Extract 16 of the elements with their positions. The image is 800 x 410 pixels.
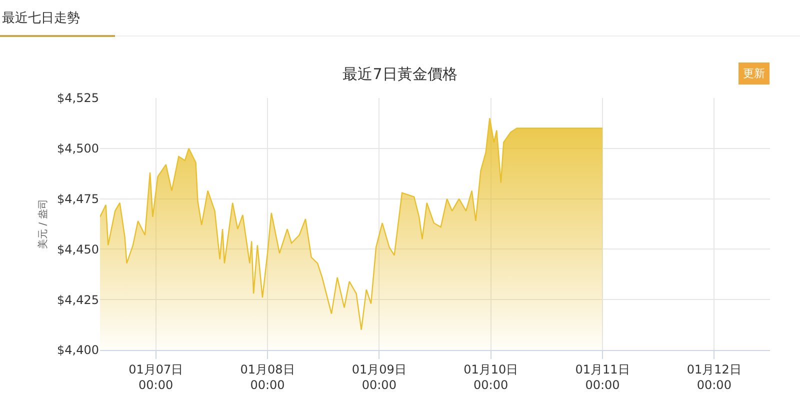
y-axis-title: 美元 / 盎司: [37, 199, 49, 249]
chart-title: 最近7日黃金價格: [342, 65, 458, 84]
x-tick-label: 01月07日 00:00: [128, 362, 184, 392]
y-tick-label: $4,475: [57, 192, 99, 206]
x-tick-label: 01月10日 00:00: [464, 362, 518, 392]
y-tick-label: $4,500: [57, 142, 99, 156]
y-tick-label: $4,450: [57, 242, 99, 256]
y-tick-label: $4,425: [57, 292, 99, 307]
x-tick-label: 01月08日 00:00: [240, 362, 295, 392]
y-tick-label: $4,400: [57, 343, 99, 358]
x-tick-label: 01月09日 00:00: [352, 362, 406, 392]
x-tick-label: 01月12日 00:00: [686, 362, 742, 392]
x-tick-label: 01月11日 00:00: [575, 362, 630, 392]
y-tick-label: $4,525: [57, 91, 99, 106]
text: 更新: [743, 67, 765, 80]
text: 最近七日走勢: [2, 11, 80, 26]
